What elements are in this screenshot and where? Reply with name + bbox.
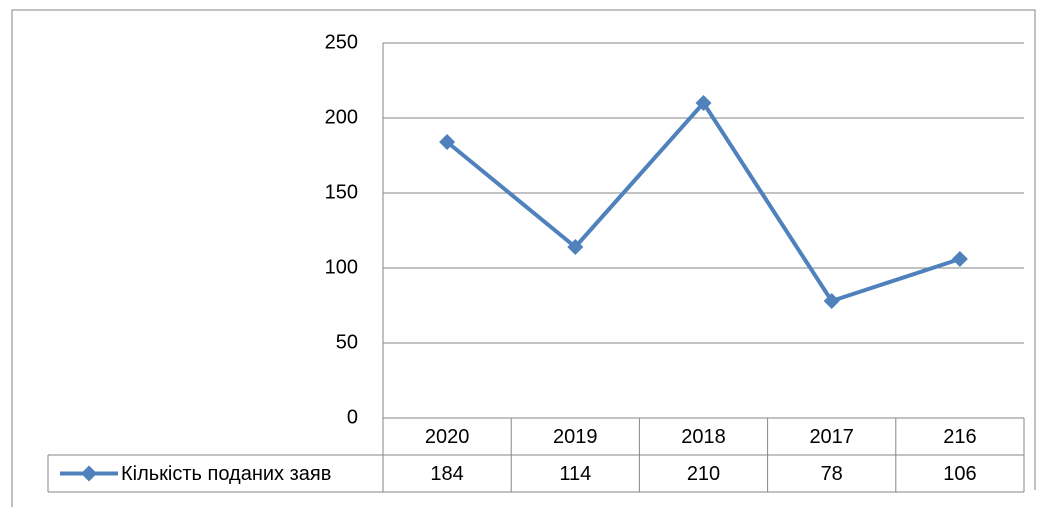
chart-frame <box>11 9 1036 507</box>
marker <box>823 293 840 309</box>
marker <box>695 95 712 111</box>
x-tick-label: 2020 <box>425 426 470 448</box>
x-tick-label: 2018 <box>681 426 726 448</box>
y-tick-label: 150 <box>325 181 358 203</box>
legend-label: Кількість поданих заяв <box>121 463 331 485</box>
y-tick-label: 200 <box>325 106 358 128</box>
table-value: 78 <box>821 463 843 485</box>
y-tick-label: 250 <box>325 31 358 53</box>
marker <box>951 251 968 267</box>
series-line <box>445 101 961 303</box>
table-value: 210 <box>687 463 720 485</box>
x-tick-label: 2017 <box>809 426 854 448</box>
marker <box>567 239 584 255</box>
x-tick-label: 2019 <box>553 426 598 448</box>
y-tick-label: 0 <box>347 406 358 428</box>
marker <box>439 134 456 150</box>
y-tick-label: 50 <box>336 331 358 353</box>
x-tick-label: 216 <box>943 426 976 448</box>
legend-marker <box>81 465 97 482</box>
table-value: 184 <box>430 463 463 485</box>
y-tick-label: 100 <box>325 256 358 278</box>
table-value: 106 <box>943 463 976 485</box>
legend-clip: Кількість поданих заяв <box>121 463 331 485</box>
table-value: 114 <box>559 463 591 485</box>
